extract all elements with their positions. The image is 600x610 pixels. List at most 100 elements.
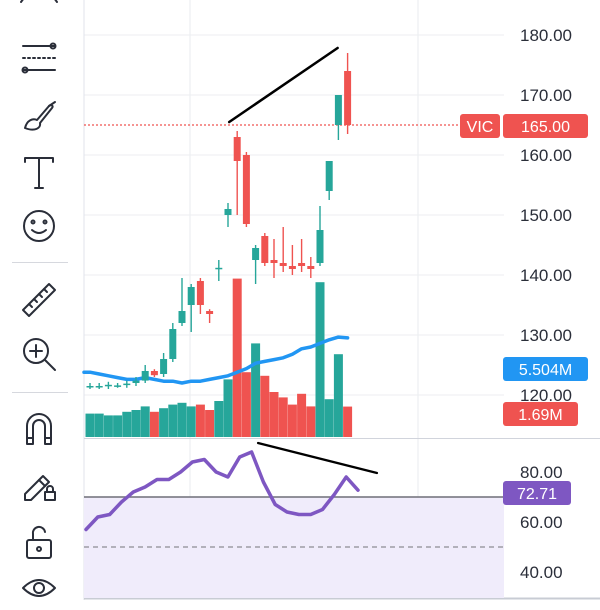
- volume-ma-badge: 5.504M: [503, 357, 588, 381]
- volume-ma-badge-text: 5.504M: [519, 362, 572, 379]
- volume-bar: [186, 406, 196, 437]
- volume-bar: [103, 415, 113, 437]
- rsi-trendline[interactable]: [256, 441, 379, 475]
- price-trendline[interactable]: [227, 46, 339, 124]
- volume-bar: [315, 282, 325, 437]
- volume-bar: [278, 397, 288, 437]
- rsi-badge-text: 72.71: [517, 486, 557, 503]
- candle-body: [279, 263, 287, 266]
- candles: [86, 53, 352, 389]
- candle-body: [114, 385, 122, 387]
- candle-body: [178, 311, 186, 323]
- fib-retracement-tool-button[interactable]: [14, 38, 64, 82]
- symbol-badge: VIC: [460, 114, 500, 138]
- volume-ma-badge-bg: [503, 357, 588, 381]
- candle-body: [86, 386, 94, 388]
- drawing-toolbar: [0, 0, 78, 600]
- rsi-tick-label: 80.00: [520, 463, 563, 482]
- volume-bar: [241, 372, 251, 437]
- price-tick-label: 160.00: [520, 146, 572, 165]
- candle-body: [344, 71, 352, 125]
- rsi-axis: 80.00 60.00 40.00: [520, 463, 563, 582]
- candle-body: [298, 263, 306, 266]
- price-axis: 180.00 170.00 160.00 150.00 140.00 130.00 120.…: [520, 26, 572, 405]
- symbol-badge-text: VIC: [467, 119, 494, 136]
- last-price-badge-bg: [503, 114, 588, 138]
- volume-bar: [306, 406, 316, 437]
- price-tick-label: 180.00: [520, 26, 572, 45]
- volume-badge-text: 1.69M: [518, 407, 562, 424]
- brush-tool-button[interactable]: [14, 94, 64, 138]
- symbol-badge-bg: [460, 114, 500, 138]
- price-tick-label: 140.00: [520, 266, 572, 285]
- volume-bar: [333, 354, 343, 437]
- candle-body: [150, 371, 158, 376]
- candle-body: [123, 383, 131, 386]
- volume-bars: [85, 278, 353, 437]
- volume-ma: [82, 335, 350, 385]
- candle-body: [95, 386, 103, 388]
- brush-icon: [24, 101, 56, 131]
- candle-body: [261, 236, 269, 263]
- candle-body: [104, 384, 112, 387]
- magnet-tool-button[interactable]: [14, 408, 64, 452]
- candle-body: [132, 380, 140, 383]
- volume-bar: [287, 404, 297, 437]
- candle-body: [169, 329, 177, 359]
- volume-bar: [205, 410, 215, 437]
- rsi-badge-bg: [503, 481, 571, 505]
- candle-body: [215, 267, 223, 270]
- volume-bar: [260, 375, 270, 437]
- volume-bar: [140, 406, 150, 437]
- lock-drawing-icon: [24, 475, 56, 501]
- volume-bar: [94, 413, 104, 437]
- eye-icon: [22, 579, 56, 597]
- volume-bar: [214, 401, 224, 437]
- ruler-tool-button[interactable]: [14, 278, 64, 322]
- toolbar-separator: [12, 392, 68, 393]
- emoji-tool-button[interactable]: [14, 204, 64, 248]
- volume-badge: 1.69M: [503, 402, 578, 426]
- unlock-tool-button[interactable]: [14, 520, 64, 564]
- eye-tool-button[interactable]: [14, 566, 64, 610]
- rsi-tick-label: 40.00: [520, 563, 563, 582]
- candle-body: [141, 371, 149, 381]
- rsi-tick-label: 60.00: [520, 513, 563, 532]
- price-tick-label: 170.00: [520, 86, 572, 105]
- last-price-badge: 165.00: [503, 114, 588, 138]
- candle-body: [325, 161, 333, 191]
- rsi-line: [84, 450, 360, 532]
- volume-badge-bg: [503, 402, 578, 426]
- candle-body: [242, 155, 250, 224]
- volume-bar: [297, 393, 307, 437]
- lock-drawing-tool-button[interactable]: [14, 462, 64, 506]
- text-tool-icon: [24, 157, 54, 189]
- volume-bar: [149, 411, 159, 437]
- volume-bar: [343, 406, 353, 437]
- volume-bar: [324, 399, 334, 437]
- price-tick-label: 150.00: [520, 206, 572, 225]
- volume-ma-line: [82, 335, 350, 385]
- candle-body: [270, 260, 278, 263]
- emoji-icon: [23, 210, 55, 242]
- magnet-icon: [26, 413, 52, 445]
- unlock-icon: [26, 525, 52, 559]
- volume-bar: [232, 278, 242, 437]
- candle-body: [187, 287, 195, 305]
- fib-retracement-icon: [21, 42, 57, 74]
- price-tick-label: 130.00: [520, 326, 572, 345]
- candle-body: [316, 230, 324, 263]
- zoom-in-icon: [23, 338, 56, 371]
- volume-bar: [195, 404, 205, 437]
- text-tool-tool-button[interactable]: [14, 150, 64, 194]
- candle-body: [206, 311, 214, 314]
- candle-body: [288, 266, 296, 269]
- candle-body: [233, 137, 241, 161]
- volume-bar: [269, 392, 279, 437]
- candle-body: [224, 209, 232, 215]
- zoom-in-tool-button[interactable]: [14, 332, 64, 376]
- candle-body: [160, 359, 168, 374]
- volume-bar: [122, 411, 132, 437]
- candle-body: [196, 281, 204, 305]
